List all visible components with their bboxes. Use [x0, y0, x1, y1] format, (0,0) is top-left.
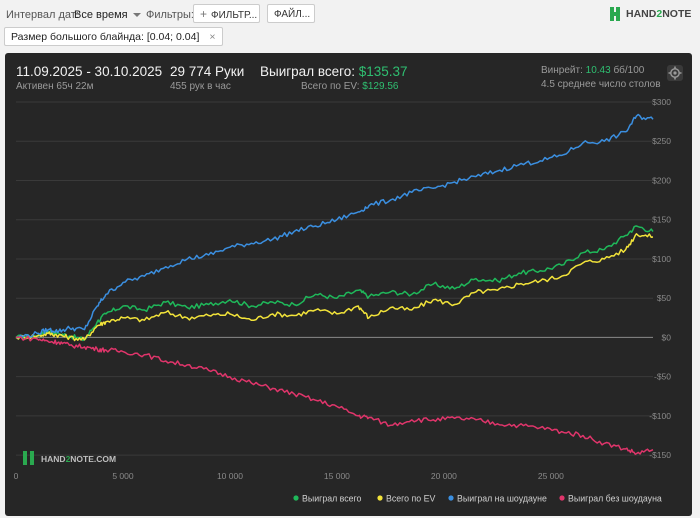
filter-button[interactable]: + ФИЛЬТР...: [193, 4, 260, 23]
graph-panel: $300 $250 $200 $150 $100 $50 $0 -$50 -$100 -$150 0…: [5, 53, 692, 516]
winrate-label: Винрейт:: [541, 65, 583, 76]
series-line-showdown: [15, 113, 654, 339]
legend-marker-showdown: [448, 495, 454, 501]
y-tick-label: -$150: [649, 450, 671, 460]
legend-label-non_showdown: Выиграл без шоудауна: [568, 494, 662, 504]
total-ev: Всего по EV: $129.56: [301, 81, 398, 92]
filter-chip-label: Размер большого блайнда: [0.04; 0.04]: [11, 31, 200, 43]
date-range-value: Все время: [74, 9, 128, 21]
filter-button-label: ФИЛЬТР...: [211, 10, 258, 21]
y-tick-label: -$100: [649, 411, 671, 421]
plus-icon: +: [200, 7, 208, 21]
hand2note-logo: HAND2NOTE: [610, 6, 692, 22]
winrate-suffix: бб/100: [613, 65, 645, 76]
gear-icon: [668, 66, 682, 80]
date-range-label: Интервал дат:: [6, 9, 79, 21]
y-tick-label: $150: [652, 215, 671, 225]
total-won-value: $135.37: [358, 64, 408, 79]
legend-label-showdown: Выиграл на шоудауне: [457, 494, 547, 504]
file-button-label: ФАЙЛ...: [274, 9, 311, 20]
series-line-won: [15, 225, 654, 342]
top-toolbar: Интервал дат: Все время Фильтры: + ФИЛЬТР…: [0, 0, 700, 28]
hands-rate: 455 рук в час: [170, 81, 231, 92]
legend-marker-non_showdown: [559, 495, 565, 501]
x-tick-label: 20 000: [431, 471, 457, 481]
series-line-ev: [15, 233, 654, 342]
filter-chip[interactable]: Размер большого блайнда: [0.04; 0.04] ×: [4, 27, 223, 46]
filters-label: Фильтры:: [146, 9, 194, 21]
watermark-text: HAND2NOTE.COM: [41, 454, 116, 464]
x-tick-label: 10 000: [217, 471, 243, 481]
date-range-text: 11.09.2025 - 30.10.2025: [16, 64, 163, 79]
settings-button[interactable]: [667, 65, 683, 81]
total-ev-label: Всего по EV:: [301, 81, 360, 92]
close-icon[interactable]: ×: [209, 31, 216, 43]
x-tick-label: 25 000: [538, 471, 564, 481]
x-tick-label: 5 000: [112, 471, 134, 481]
active-time: Активен 65ч 22м: [16, 81, 94, 92]
x-tick-label: 0: [14, 471, 19, 481]
hand2note-watermark: HAND2NOTE.COM: [23, 451, 116, 465]
legend-marker-won: [293, 495, 299, 501]
y-tick-label: -$50: [654, 372, 671, 382]
y-tick-label: $250: [652, 136, 671, 146]
avg-tables: 4.5 среднее число столов: [541, 79, 661, 90]
profit-chart: $300 $250 $200 $150 $100 $50 $0 -$50 -$100 -$150 0…: [14, 97, 672, 504]
y-tick-label: $50: [657, 293, 671, 303]
hands-count: 29 774 Руки: [170, 64, 245, 79]
total-won-label: Выиграл всего:: [260, 64, 355, 79]
date-range-select[interactable]: Все время: [74, 9, 141, 21]
x-tick-label: 15 000: [324, 471, 350, 481]
logo-text: HAND2NOTE: [626, 8, 692, 20]
series-line-non_showdown: [15, 335, 654, 455]
total-ev-value: $129.56: [362, 81, 399, 92]
y-tick-label: $200: [652, 175, 671, 185]
chevron-down-icon: [132, 13, 141, 18]
winrate: Винрейт: 10.43 бб/100: [541, 65, 644, 76]
y-tick-label: $100: [652, 254, 671, 264]
legend-label-won: Выиграл всего: [302, 494, 362, 504]
y-tick-label: $300: [652, 97, 671, 107]
legend-marker-ev: [377, 495, 383, 501]
logo-mark-icon: [610, 7, 620, 21]
total-won: Выиграл всего: $135.37: [260, 64, 408, 79]
y-tick-label: $0: [662, 332, 672, 342]
legend-label-ev: Всего по EV: [386, 494, 435, 504]
winrate-value: 10.43: [585, 65, 611, 76]
file-button[interactable]: ФАЙЛ...: [267, 4, 315, 23]
